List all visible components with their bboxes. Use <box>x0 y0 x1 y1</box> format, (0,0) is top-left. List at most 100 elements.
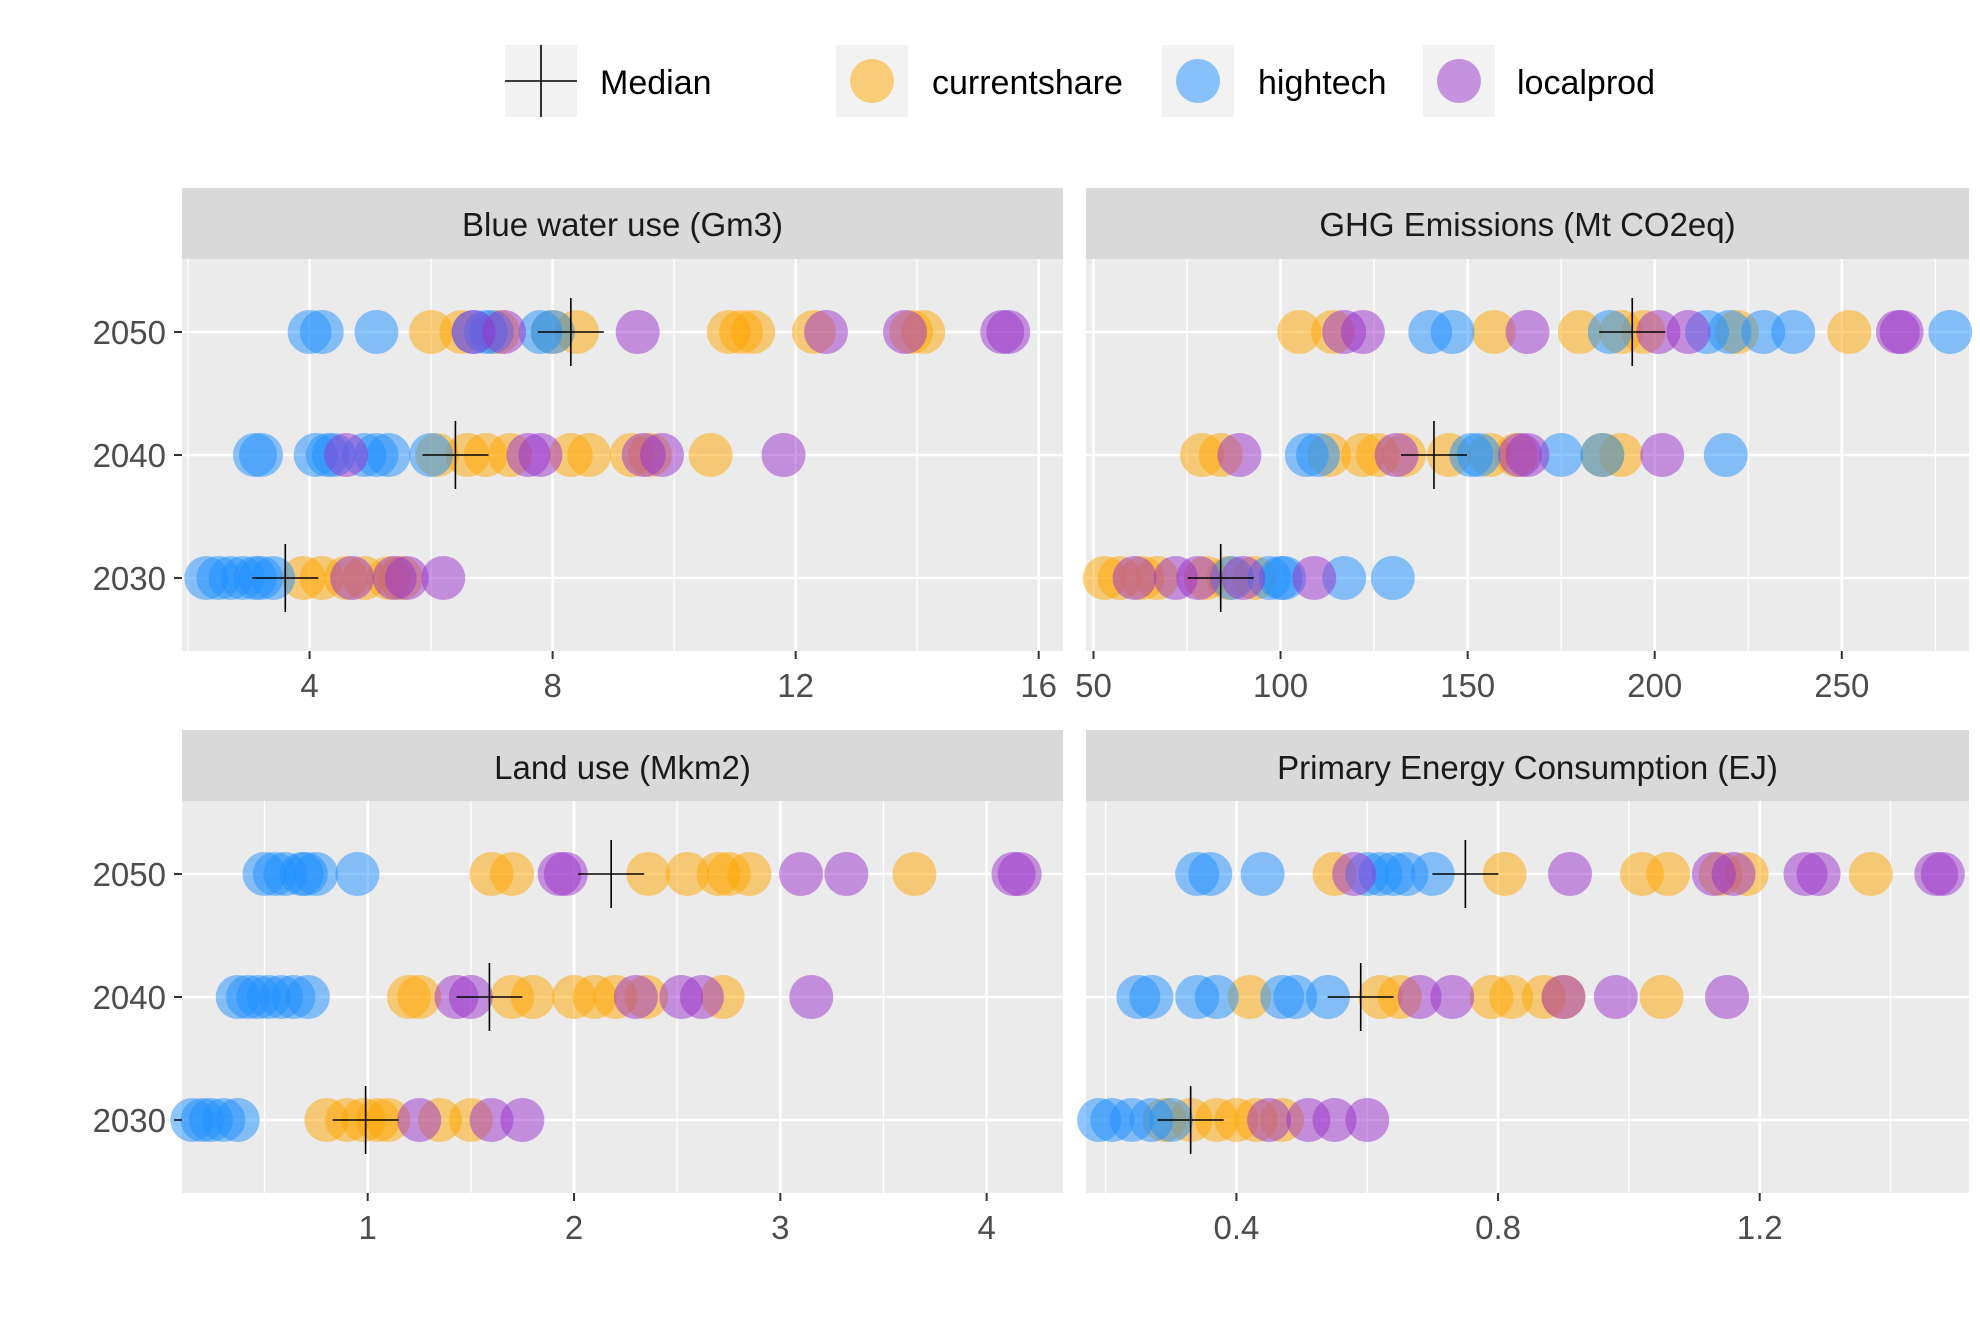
data-point-localprod <box>804 310 849 354</box>
legend-item-hightech: hightech <box>1162 45 1387 117</box>
data-point-localprod <box>1879 310 1924 354</box>
x-tick-label: 3 <box>771 1209 789 1246</box>
y-tick-label: 2050 <box>93 314 166 351</box>
data-point-hightech <box>1129 975 1174 1019</box>
data-point-hightech <box>1580 433 1625 477</box>
data-point-localprod <box>1374 433 1419 477</box>
data-point-localprod <box>469 1098 514 1142</box>
data-point-hightech <box>299 310 344 354</box>
y-tick-label: 2050 <box>93 856 166 893</box>
y-tick-label: 2040 <box>93 437 166 474</box>
x-tick-label: 200 <box>1627 667 1682 704</box>
data-point-localprod <box>615 310 660 354</box>
data-point-currentshare <box>1646 852 1691 896</box>
panel-blue-water-use: Blue water use (Gm3) 4 8 12 16 2030 2040 2050 <box>93 188 1063 704</box>
legend-dot-currentshare <box>850 59 894 103</box>
panel-strip <box>1086 188 1969 259</box>
data-point-localprod <box>384 556 429 600</box>
x-tick-label: 12 <box>777 667 814 704</box>
data-point-currentshare <box>1482 852 1527 896</box>
data-point-localprod <box>1217 433 1262 477</box>
panel-strip <box>182 188 1063 259</box>
data-point-hightech <box>1928 310 1973 354</box>
data-point-localprod <box>543 852 588 896</box>
data-point-hightech <box>366 433 411 477</box>
data-point-currentshare <box>1827 310 1872 354</box>
data-point-localprod <box>1666 310 1711 354</box>
data-point-currentshare <box>727 852 772 896</box>
x-tick-label: 100 <box>1253 667 1308 704</box>
data-point-localprod <box>1593 975 1638 1019</box>
data-point-localprod <box>1332 852 1377 896</box>
data-point-currentshare <box>1639 975 1684 1019</box>
data-point-localprod <box>397 1098 442 1142</box>
data-point-currentshare <box>510 975 555 1019</box>
data-point-currentshare <box>626 852 671 896</box>
data-point-currentshare <box>1489 975 1534 1019</box>
legend-label-localprod: localprod <box>1517 64 1655 102</box>
x-tick-label: 16 <box>1020 667 1057 704</box>
panel-strip <box>182 730 1063 801</box>
x-tick-label: 150 <box>1440 667 1495 704</box>
data-point-localprod <box>789 975 834 1019</box>
legend-label-hightech: hightech <box>1258 64 1387 102</box>
data-point-localprod <box>1920 852 1965 896</box>
data-point-localprod <box>761 433 806 477</box>
data-point-hightech <box>1240 852 1285 896</box>
data-point-currentshare <box>1471 310 1516 354</box>
data-point-hightech <box>1430 310 1475 354</box>
data-point-localprod <box>778 852 823 896</box>
data-point-localprod <box>1640 433 1685 477</box>
data-point-localprod <box>986 310 1031 354</box>
data-point-localprod <box>1430 975 1475 1019</box>
data-point-currentshare <box>1227 975 1272 1019</box>
data-point-hightech <box>335 852 380 896</box>
data-point-localprod <box>639 433 684 477</box>
data-point-hightech <box>1771 310 1816 354</box>
data-point-localprod <box>482 310 527 354</box>
x-tick-label: 4 <box>300 667 318 704</box>
legend-label-currentshare: currentshare <box>932 64 1123 102</box>
data-point-localprod <box>1247 1098 1292 1142</box>
data-point-localprod <box>1796 852 1841 896</box>
data-point-localprod <box>1312 1098 1357 1142</box>
data-point-localprod <box>518 433 563 477</box>
data-point-hightech <box>285 975 330 1019</box>
panel-ghg-emissions: GHG Emissions (Mt CO2eq) 50 100 150 200 250 <box>1075 188 1973 704</box>
data-point-currentshare <box>1848 852 1893 896</box>
panel-title: Land use (Mkm2) <box>494 749 751 786</box>
data-point-localprod <box>1397 975 1442 1019</box>
data-point-hightech <box>1273 975 1318 1019</box>
data-point-hightech <box>215 1098 260 1142</box>
data-point-localprod <box>1704 975 1749 1019</box>
data-point-localprod <box>1541 975 1586 1019</box>
data-point-hightech <box>1194 975 1239 1019</box>
x-tick-label: 8 <box>543 667 561 704</box>
x-tick-label: 1.2 <box>1737 1209 1783 1246</box>
data-point-hightech <box>1703 433 1748 477</box>
y-tick-label: 2030 <box>93 1102 166 1139</box>
panel-title: Primary Energy Consumption (EJ) <box>1277 749 1778 786</box>
data-point-currentshare <box>490 852 535 896</box>
data-point-hightech <box>1188 852 1233 896</box>
data-point-localprod <box>421 556 466 600</box>
data-point-localprod <box>1711 852 1756 896</box>
data-point-localprod <box>1292 556 1337 600</box>
legend-item-median: Median <box>505 45 712 117</box>
data-point-localprod <box>1548 852 1593 896</box>
legend-item-currentshare: currentshare <box>836 45 1123 117</box>
x-tick-label: 1 <box>359 1209 377 1246</box>
legend-label-median: Median <box>600 64 712 102</box>
data-point-hightech <box>238 433 283 477</box>
data-point-localprod <box>883 310 928 354</box>
x-tick-label: 0.8 <box>1475 1209 1521 1246</box>
data-point-hightech <box>354 310 399 354</box>
data-point-localprod <box>679 975 724 1019</box>
data-point-currentshare <box>1277 310 1322 354</box>
panel-strip <box>1086 730 1969 801</box>
x-tick-label: 4 <box>977 1209 995 1246</box>
legend-dot-localprod <box>1437 59 1481 103</box>
panel-title: GHG Emissions (Mt CO2eq) <box>1319 206 1735 243</box>
data-point-localprod <box>1112 556 1157 600</box>
data-point-currentshare <box>567 433 612 477</box>
